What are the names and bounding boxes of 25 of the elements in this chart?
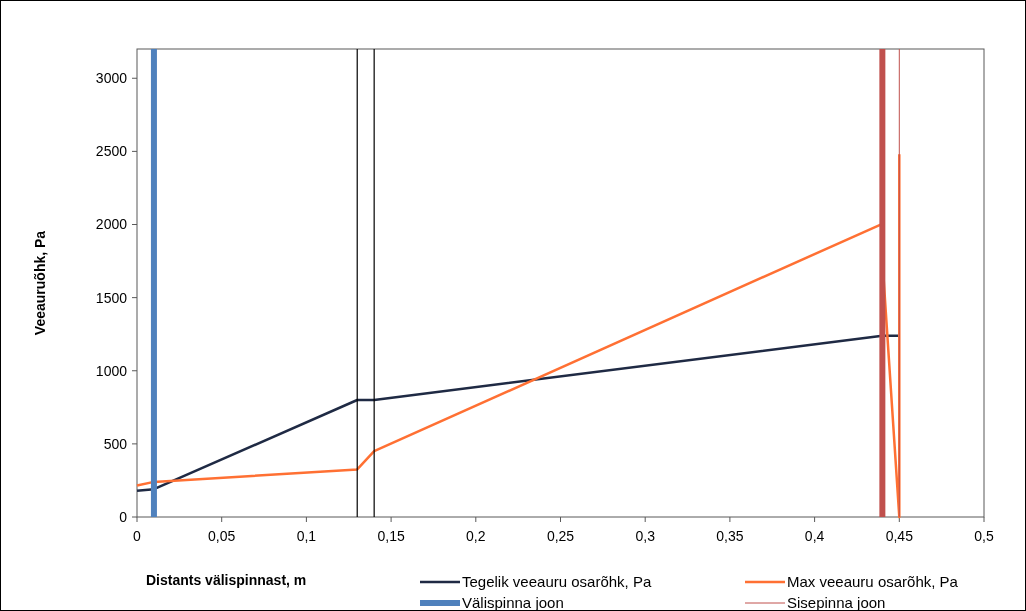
x-tick-label: 0,25: [546, 528, 575, 544]
x-tick-label: 0: [133, 528, 142, 544]
x-tick-label: 0,3: [635, 528, 656, 544]
y-tick-label: 2500: [95, 143, 128, 160]
x-axis-title: Distants välispinnast, m: [146, 572, 307, 588]
x-tick-label: 0,05: [208, 528, 236, 544]
x-tick-label: 0,2: [466, 528, 486, 544]
x-tick-label: 0,1: [296, 528, 317, 544]
x-tick-label: 0,4: [804, 528, 825, 544]
y-tick-label: 2000: [95, 216, 128, 233]
y-tick-label: 500: [103, 435, 128, 452]
legend-label: Tegelik veeauru osarõhk, Pa: [462, 573, 652, 591]
legend-label: Max veeauru osarõhk, Pa: [787, 573, 959, 591]
y-tick-label: 1000: [95, 362, 128, 379]
x-tick-label: 0,35: [716, 528, 744, 544]
y-tick-label: 3000: [95, 70, 128, 87]
legend-label: Sisepinna joon: [787, 594, 886, 611]
y-axis-title: Veeauruõhk, Pa: [32, 230, 48, 336]
x-tick-label: 0,15: [377, 528, 405, 544]
line-series: [135, 334, 901, 492]
y-tick-label: 1500: [95, 289, 128, 306]
x-tick-label: 0,5: [974, 528, 994, 544]
y-tick-label: 0: [119, 508, 128, 525]
x-tick-label: 0,45: [885, 528, 914, 544]
legend-label: Välispinna joon: [462, 594, 564, 611]
